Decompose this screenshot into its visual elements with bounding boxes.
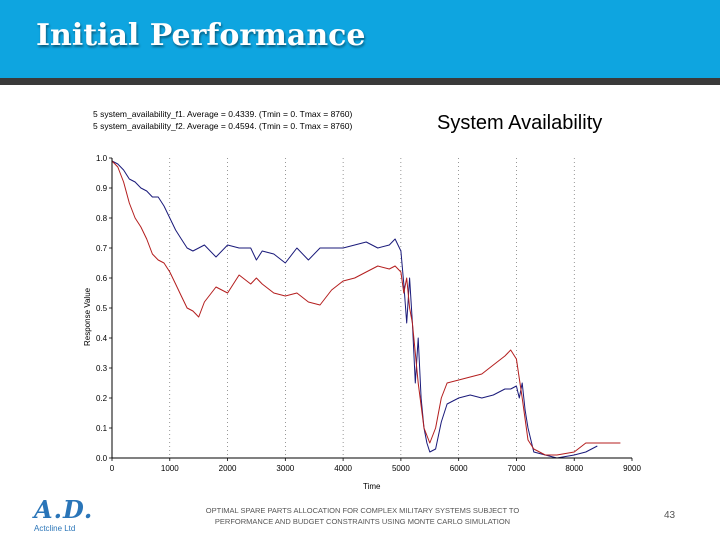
series-line-2 <box>111 160 621 456</box>
y-tick-label: 0.1 <box>96 424 108 433</box>
logo-subtitle: Actcline Ltd <box>34 524 76 533</box>
x-tick-label: 8000 <box>565 464 583 473</box>
y-axis-label: Response Value <box>83 287 92 346</box>
y-tick-label: 1.0 <box>96 154 108 163</box>
footer-caption: OPTIMAL SPARE PARTS ALLOCATION FOR COMPL… <box>190 505 535 527</box>
y-tick-label: 0.5 <box>96 304 108 313</box>
legend-entry-f1: 5 system_availability_f1. Average = 0.43… <box>93 109 352 119</box>
legend-entry-f2: 5 system_availability_f2. Average = 0.45… <box>93 121 352 131</box>
x-tick-label: 2000 <box>219 464 237 473</box>
x-tick-label: 3000 <box>276 464 294 473</box>
y-tick-label: 0.7 <box>96 244 108 253</box>
logo-mark: A.D. <box>34 495 94 524</box>
page-number: 43 <box>664 510 676 521</box>
y-tick-label: 0.9 <box>96 184 108 193</box>
header-bar <box>0 0 720 78</box>
company-logo: A.D. Actcline Ltd <box>34 497 94 537</box>
y-tick-label: 0.4 <box>96 334 108 343</box>
y-tick-label: 0.6 <box>96 274 108 283</box>
header-divider <box>0 78 720 85</box>
x-tick-label: 9000 <box>623 464 641 473</box>
footer-line-2: PERFORMANCE AND BUDGET CONSTRAINTS USING… <box>214 517 511 526</box>
footer-line-1: OPTIMAL SPARE PARTS ALLOCATION FOR COMPL… <box>205 506 520 515</box>
x-tick-label: 0 <box>110 464 115 473</box>
axis-ticks: 0.0 0.1 0.2 0.3 0.4 0.5 0.6 0.7 0.8 0.9 1.0 0 1000 20… <box>96 154 641 473</box>
x-tick-label: 5000 <box>392 464 410 473</box>
x-axis-label: Time <box>363 482 381 491</box>
y-tick-label: 0.0 <box>96 454 108 463</box>
series-line-1 <box>111 160 598 459</box>
y-tick-label: 0.3 <box>96 364 108 373</box>
x-tick-label: 1000 <box>161 464 179 473</box>
slide-title: Initial Performance <box>36 18 366 53</box>
plot-area <box>112 158 632 458</box>
x-tick-label: 4000 <box>334 464 352 473</box>
chart-title: System Availability <box>437 112 602 134</box>
x-tick-label: 7000 <box>508 464 526 473</box>
y-tick-label: 0.2 <box>96 394 108 403</box>
y-tick-label: 0.8 <box>96 214 108 223</box>
series-layer <box>111 160 621 459</box>
x-tick-label: 6000 <box>450 464 468 473</box>
